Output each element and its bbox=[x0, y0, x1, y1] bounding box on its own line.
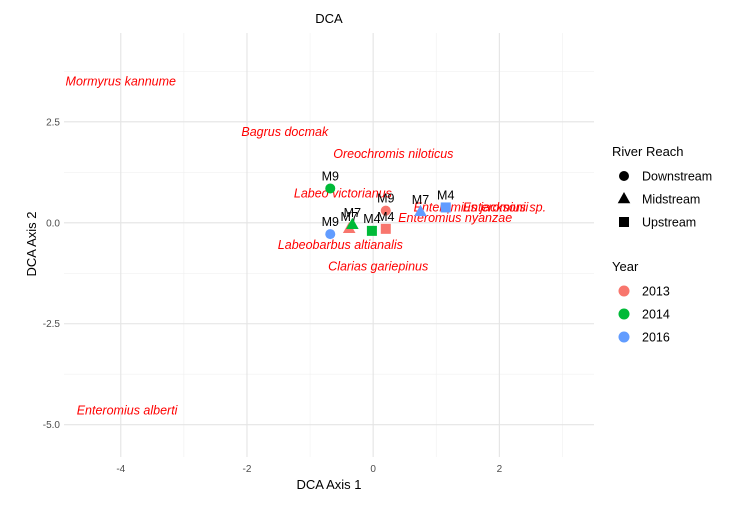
site-point bbox=[346, 217, 359, 230]
site-label: M4 bbox=[363, 212, 380, 226]
site-point bbox=[325, 183, 336, 194]
legend-key bbox=[618, 308, 630, 320]
site-point bbox=[380, 223, 391, 234]
y-tick-label: 0.0 bbox=[46, 218, 60, 229]
legend-title: River Reach bbox=[612, 144, 684, 159]
species-label: Enteromius alberti bbox=[77, 404, 179, 418]
legend-label: 2016 bbox=[642, 331, 670, 345]
legend-label: 2013 bbox=[642, 285, 670, 299]
legend-river-reach: River Reach Downstream Midstream Upstream bbox=[612, 144, 712, 230]
site-label: M7 bbox=[344, 206, 361, 220]
y-axis-ticks: -5.0 -2.5 0.0 2.5 bbox=[43, 117, 61, 431]
species-label: Bagrus docmak bbox=[241, 125, 329, 139]
x-tick-label: -4 bbox=[116, 464, 125, 475]
site-point bbox=[366, 225, 377, 236]
legend-label: Downstream bbox=[642, 170, 712, 184]
legend-label: Midstream bbox=[642, 193, 700, 207]
legend-label: 2014 bbox=[642, 308, 670, 322]
legend-label: Upstream bbox=[642, 216, 696, 230]
y-tick-label: -2.5 bbox=[43, 319, 61, 330]
x-tick-label: -2 bbox=[243, 464, 252, 475]
site-point bbox=[380, 205, 391, 216]
legend-key bbox=[619, 217, 629, 227]
x-tick-label: 2 bbox=[497, 464, 503, 475]
chart-title: DCA bbox=[315, 11, 343, 26]
site-label: M9 bbox=[377, 192, 394, 206]
species-label: Labeobarbus altianalis bbox=[278, 238, 403, 252]
y-tick-label: 2.5 bbox=[46, 117, 60, 128]
species-labels: Mormyrus kannume Bagrus docmak Oreochromis… bbox=[66, 74, 547, 417]
y-tick-label: -5.0 bbox=[43, 420, 61, 431]
species-label: Enteromius sp. bbox=[463, 200, 546, 214]
species-label: Labeo victorianus bbox=[294, 187, 392, 201]
site-label: M9 bbox=[322, 215, 339, 229]
grid-lines bbox=[64, 33, 594, 457]
species-label: Oreochromis niloticus bbox=[333, 147, 453, 161]
site-label: M4 bbox=[437, 188, 454, 202]
x-axis-ticks: -4 -2 0 2 bbox=[116, 464, 502, 475]
legend-key bbox=[617, 192, 631, 204]
site-point bbox=[325, 229, 336, 240]
species-label: Clarias gariepinus bbox=[328, 259, 428, 273]
legend-title: Year bbox=[612, 259, 639, 274]
site-point bbox=[440, 202, 451, 213]
site-point bbox=[414, 204, 427, 217]
site-label: M7 bbox=[412, 193, 429, 207]
legend-key bbox=[619, 171, 629, 181]
site-label: M9 bbox=[322, 169, 339, 183]
x-axis-title: DCA Axis 1 bbox=[296, 477, 361, 492]
legend-key bbox=[618, 331, 630, 343]
x-tick-label: 0 bbox=[370, 464, 376, 475]
y-axis-title: DCA Axis 2 bbox=[24, 211, 39, 276]
site-label: M4 bbox=[377, 210, 394, 224]
legend-key bbox=[618, 285, 630, 297]
species-label: Enteromius nyanzae bbox=[398, 211, 512, 225]
species-label: Mormyrus kannume bbox=[66, 74, 176, 88]
